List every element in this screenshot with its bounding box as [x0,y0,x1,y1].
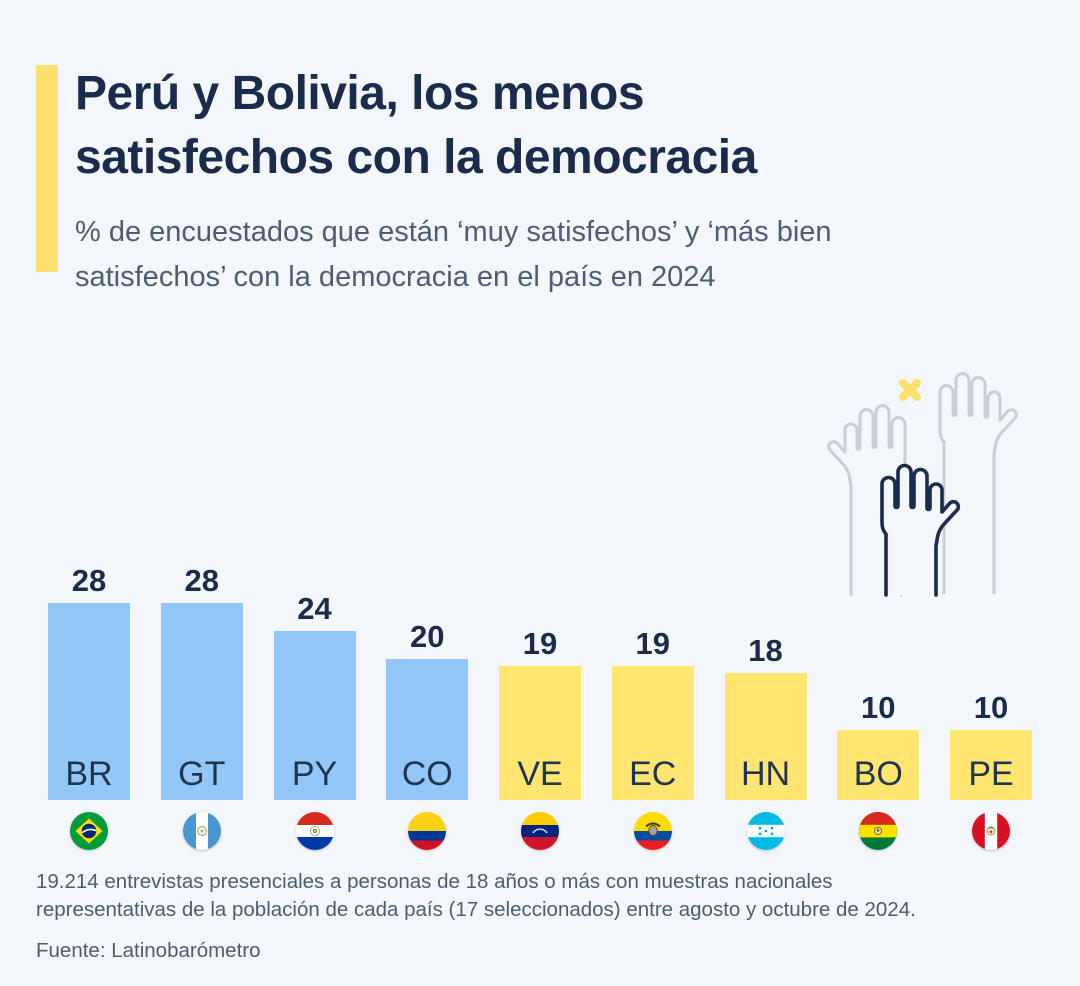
bar-group-br: 28 BR [48,565,130,850]
bar-gt: GT [160,602,243,800]
country-code-label: PY [291,755,338,793]
country-code-label: EC [629,755,677,793]
bar-pe: PE [950,729,1032,800]
bar-bo: BO [837,729,920,800]
value-label: 18 [748,633,783,669]
title-line-1: Perú y Bolivia, los menos [75,67,645,120]
value-label: 10 [861,689,896,725]
paraguay-flag-icon [295,812,334,850]
title-line-2: satisfechos con la democracia [75,131,757,184]
bar-group-ec: 19 EC [611,626,694,850]
bar-group-gt: 28 GT [160,562,243,850]
page-title: Perú y Bolivia, los menos satisfechos co… [75,62,757,190]
country-code-label: BO [853,755,903,793]
value-label: 28 [184,562,219,598]
country-code-label: GT [178,755,226,793]
country-code-label: HN [740,755,791,793]
footnote-line-1: 19.214 entrevistas presenciales a person… [36,870,833,893]
subtitle-line-2: satisfechos’ con la democracia en el paí… [75,261,716,293]
title-accent-bar [36,65,58,272]
bar-chart: 28 BR 28 GT [48,560,1032,850]
country-code-label: VE [517,755,563,793]
value-label: 19 [635,626,670,662]
bar-group-pe: 10 PE [950,692,1032,850]
bar-group-hn: 18 HN [724,633,807,850]
footer: 19.214 entrevistas presenciales a person… [36,868,1056,965]
honduras-flag-icon [746,812,785,850]
bar-group-py: 24 PY [273,591,356,850]
bolivia-flag-icon [859,812,898,850]
sparkle-x-icon [899,379,921,401]
brazil-flag-icon [70,812,108,850]
guatemala-flag-icon [182,812,221,850]
value-label: 19 [522,626,558,662]
back-hand-right-icon [938,372,1018,595]
source-label: Fuente: Latinobarómetro [36,939,261,962]
bar-ve: VE [499,666,581,800]
bar-ec: EC [611,666,694,800]
venezuela-flag-icon [521,812,559,850]
value-label: 28 [71,562,107,598]
footnote: 19.214 entrevistas presenciales a person… [36,868,1056,924]
bar-py: PY [273,631,356,800]
footnote-line-2: representativas de la población de cada … [36,898,916,921]
country-code-label: CO [401,755,453,793]
front-hand-icon [880,463,961,597]
bar-group-co: 20 CO [386,619,469,850]
bar-group-ve: 19 VE [499,628,581,850]
value-label: 10 [973,689,1009,725]
bar-group-bo: 10 BO [837,689,920,850]
bar-br: BR [48,602,130,800]
value-label: 24 [297,591,332,627]
colombia-flag-icon [408,812,447,850]
bar-co: CO [386,659,469,800]
subtitle-line-1: % de encuestados que están ‘muy satisfec… [75,216,832,248]
raised-hands-illustration [827,372,1018,597]
page-subtitle: % de encuestados que están ‘muy satisfec… [75,210,832,300]
ecuador-flag-icon [633,812,672,850]
value-label: 20 [410,619,445,655]
bar-hn: HN [724,673,807,800]
peru-flag-icon [972,812,1010,850]
country-code-label: PE [968,755,1014,793]
country-code-label: BR [65,755,113,793]
